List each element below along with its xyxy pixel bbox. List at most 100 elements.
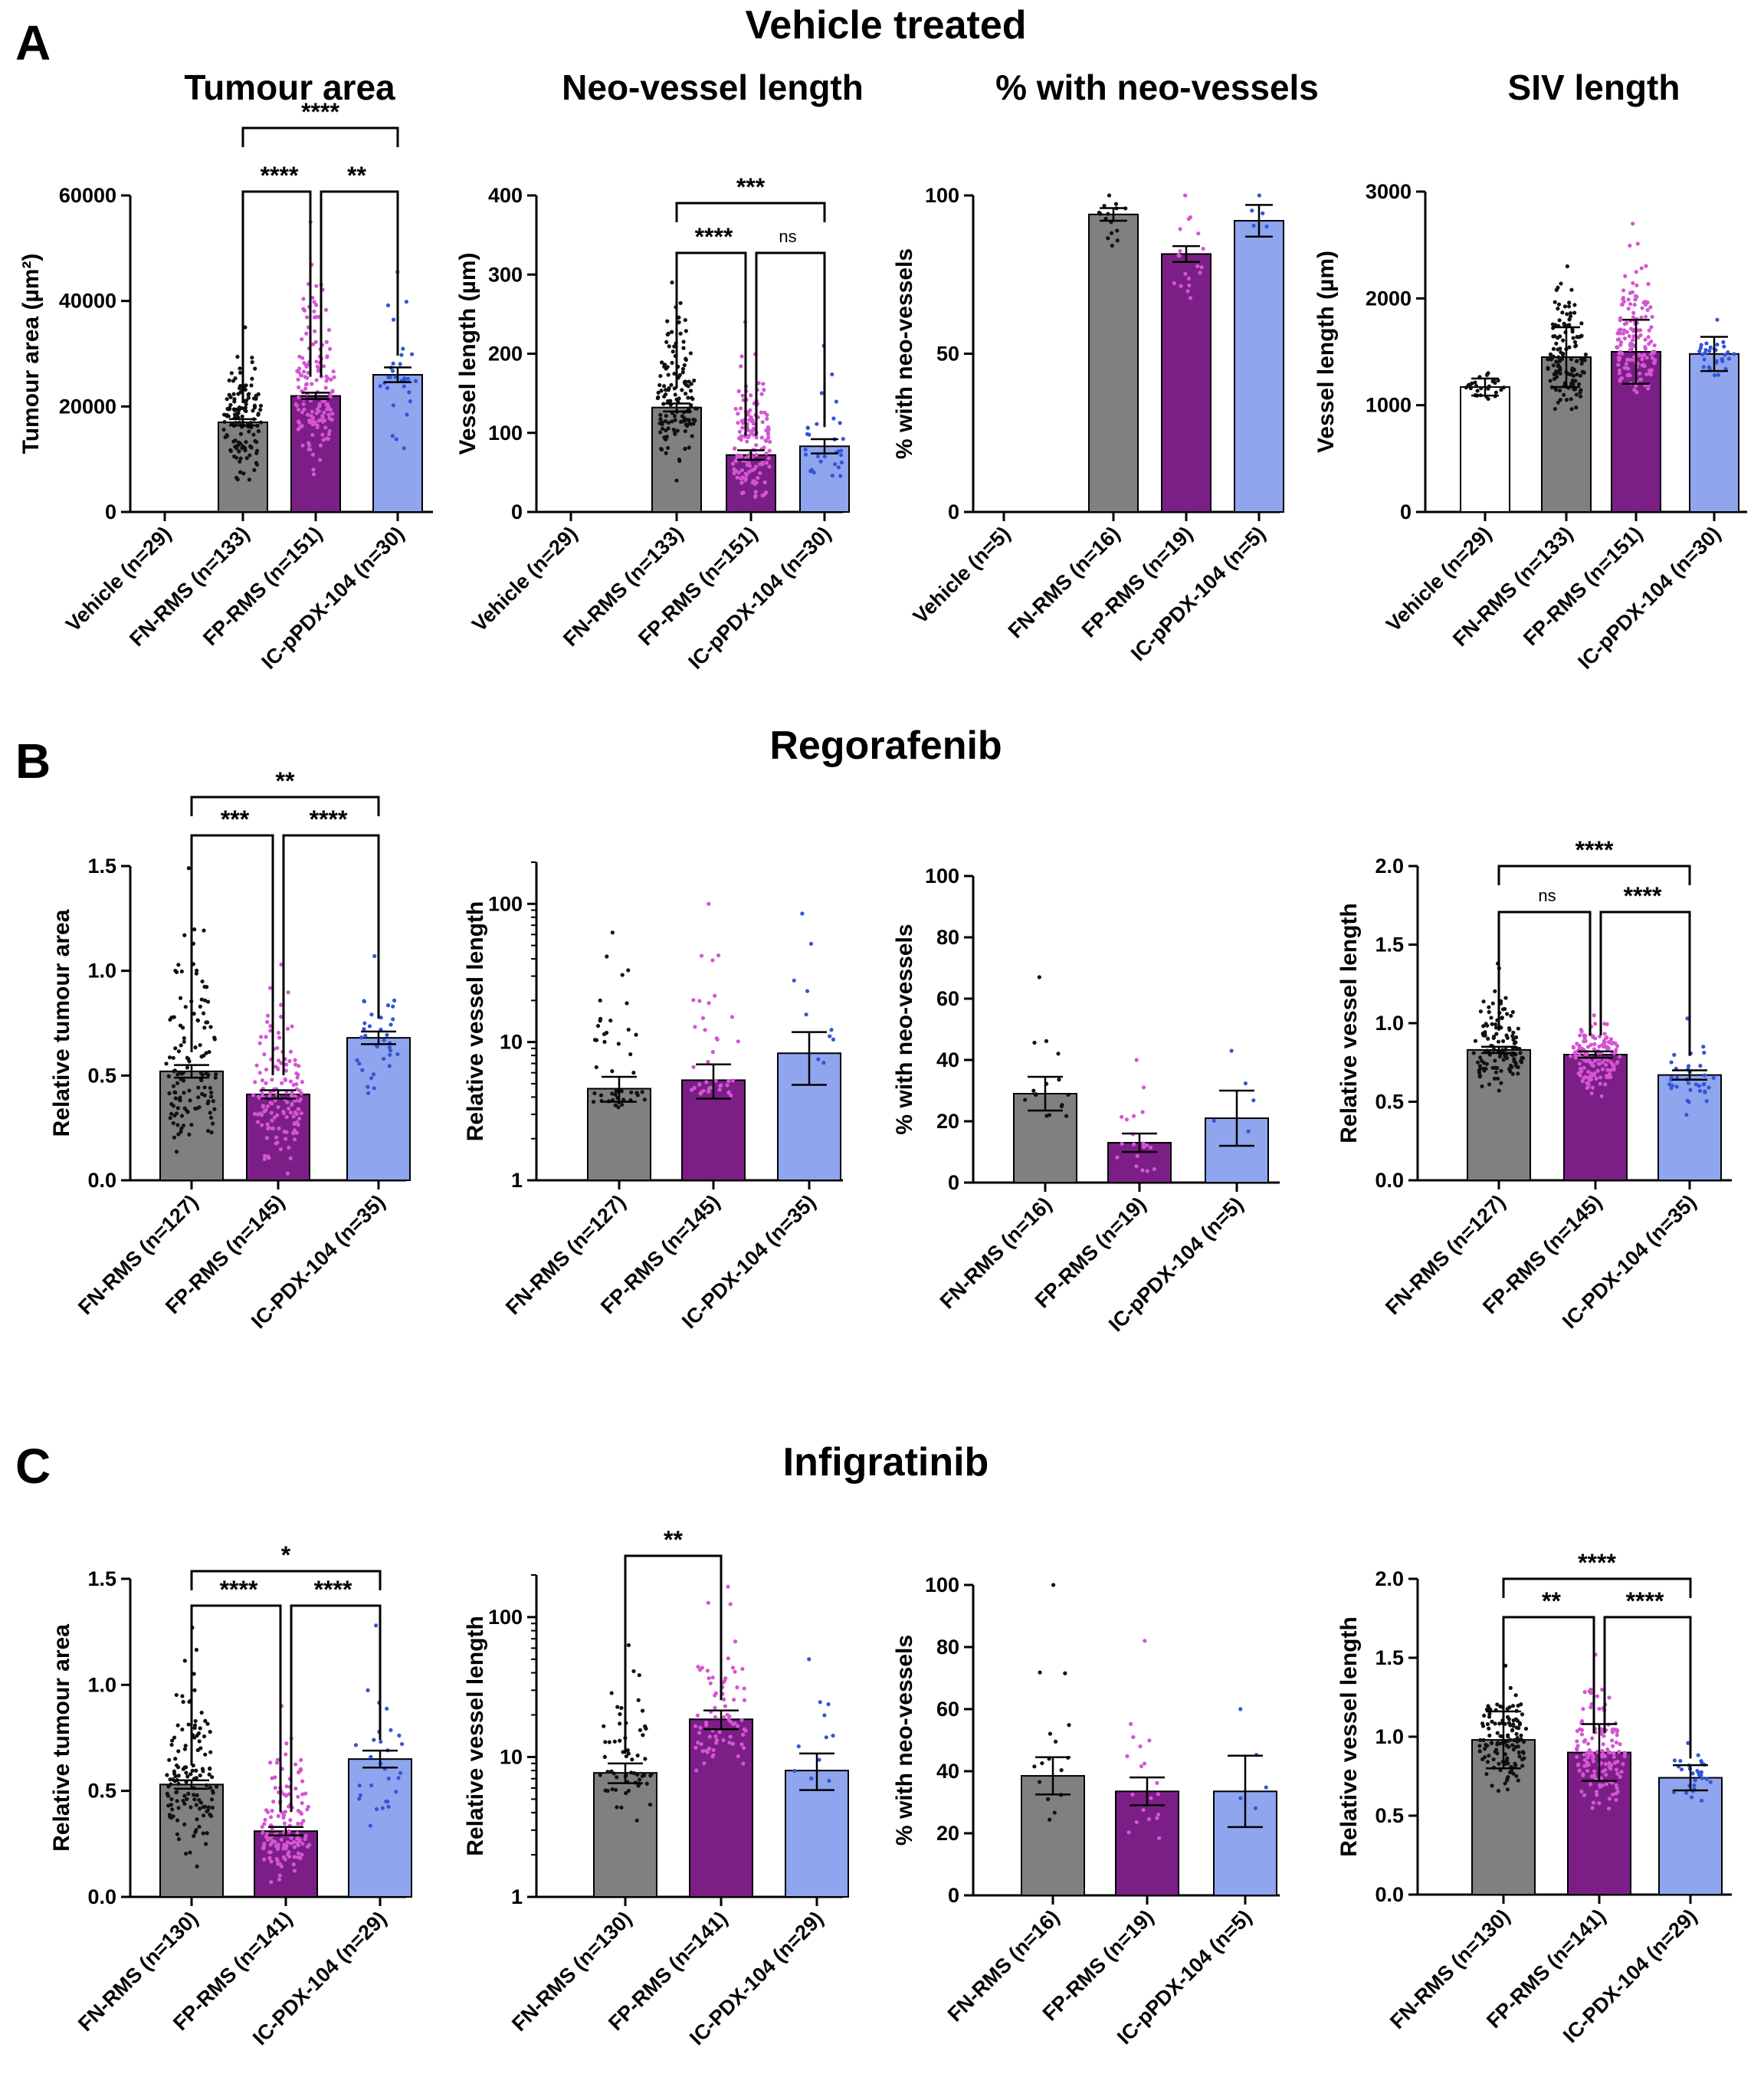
data-point [1556, 369, 1562, 373]
data-point [721, 1680, 726, 1685]
data-point [631, 1668, 636, 1674]
data-point [1500, 1048, 1505, 1052]
data-point [173, 1757, 178, 1761]
data-point [729, 1093, 733, 1098]
data-point [626, 1027, 631, 1032]
data-point [726, 1079, 731, 1084]
data-point [1687, 1100, 1691, 1104]
data-point [265, 1013, 271, 1018]
data-point [268, 1101, 273, 1105]
data-point [702, 1761, 707, 1766]
data-point [765, 412, 769, 417]
data-point [831, 1733, 835, 1738]
data-point [726, 1717, 731, 1721]
data-point [293, 1787, 298, 1791]
data-point [1649, 325, 1654, 330]
data-point [180, 1694, 185, 1698]
data-point [323, 307, 329, 312]
data-point [1474, 384, 1479, 389]
data-point [236, 443, 241, 448]
data-point [1508, 1063, 1513, 1068]
data-point [836, 465, 841, 470]
y-tick-label: 1 [511, 1885, 523, 1908]
data-point [291, 1862, 296, 1867]
significance-label: ns [1538, 886, 1556, 905]
data-point [189, 1122, 194, 1127]
data-point [1120, 1141, 1124, 1147]
data-point [180, 1727, 185, 1732]
bar [1689, 353, 1739, 513]
y-tick-label: 1.0 [87, 1673, 116, 1696]
data-point [1508, 1685, 1513, 1690]
data-point [1523, 1726, 1529, 1731]
data-point [683, 317, 687, 323]
data-point [268, 986, 273, 990]
data-point [1516, 1744, 1520, 1749]
data-point [1592, 1013, 1596, 1018]
data-point [181, 1798, 185, 1803]
data-point [268, 1024, 273, 1029]
data-point [1548, 352, 1553, 356]
data-point [268, 1815, 274, 1819]
data-point [748, 408, 752, 412]
data-point [726, 1656, 730, 1661]
data-point [1605, 1075, 1609, 1080]
data-point [1592, 1769, 1597, 1773]
data-point [1521, 1740, 1526, 1744]
chart-title: Tumour area [184, 67, 395, 107]
data-point [658, 412, 663, 417]
data-point [396, 1776, 401, 1780]
data-point [609, 1769, 614, 1773]
data-point [1618, 318, 1622, 323]
data-point [1493, 1058, 1497, 1063]
y-tick-label: 100 [488, 892, 523, 915]
data-point [739, 481, 744, 485]
data-point [1562, 321, 1566, 326]
data-point [1141, 1807, 1146, 1813]
data-point [1585, 1768, 1590, 1773]
data-point [1504, 1757, 1510, 1762]
data-point [1589, 1091, 1594, 1096]
data-point [188, 1098, 192, 1103]
data-point [687, 379, 691, 384]
data-point [1510, 1009, 1515, 1015]
data-point [178, 996, 183, 1000]
data-point [306, 370, 310, 376]
data-point [1243, 1081, 1248, 1086]
data-point [1648, 305, 1653, 310]
data-point [250, 376, 254, 381]
category-label: IC-pPDX-104 (n=30) [1573, 522, 1725, 674]
data-point [199, 1711, 204, 1715]
data-point [616, 1105, 621, 1110]
data-point [266, 1125, 271, 1130]
data-point [693, 1724, 698, 1728]
data-point [167, 1055, 172, 1060]
data-point [1485, 1760, 1490, 1764]
data-point [267, 1856, 272, 1860]
data-point [296, 1122, 300, 1127]
data-point [166, 1784, 171, 1789]
data-point [270, 1840, 274, 1845]
data-point [1264, 224, 1269, 229]
data-point [1473, 1038, 1478, 1043]
y-axis-label: Relative vessel length [463, 1616, 488, 1856]
data-point [1507, 1705, 1512, 1710]
data-point [1487, 384, 1491, 389]
data-point [1477, 1064, 1483, 1068]
data-point [673, 418, 677, 422]
data-point [276, 1842, 280, 1847]
data-point [1048, 1731, 1052, 1736]
data-point [694, 1768, 699, 1773]
data-point [1131, 1114, 1136, 1118]
data-point [746, 412, 750, 417]
data-point [1615, 1790, 1620, 1794]
data-point [1631, 221, 1635, 226]
data-point [674, 478, 679, 483]
data-point [648, 1773, 653, 1778]
data-point [1044, 1038, 1049, 1043]
data-point [1572, 310, 1577, 315]
data-point [199, 1078, 204, 1082]
y-tick-label: 0.0 [1375, 1169, 1404, 1192]
data-point [796, 1744, 801, 1749]
